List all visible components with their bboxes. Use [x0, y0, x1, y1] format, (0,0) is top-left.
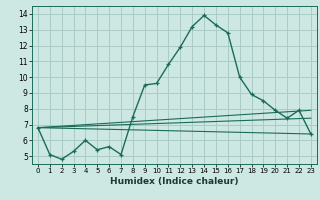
X-axis label: Humidex (Indice chaleur): Humidex (Indice chaleur) [110, 177, 239, 186]
